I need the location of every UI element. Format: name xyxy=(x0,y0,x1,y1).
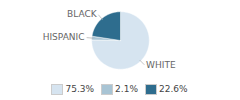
html-text:2.1%: 2.1% xyxy=(115,84,138,94)
html-text:75.3%: 75.3% xyxy=(65,84,95,94)
svg-text:BLACK: BLACK xyxy=(67,9,98,19)
svg-text:WHITE: WHITE xyxy=(146,60,176,70)
html-text:22.6%: 22.6% xyxy=(158,84,188,94)
svg-text:HISPANIC: HISPANIC xyxy=(43,32,85,42)
